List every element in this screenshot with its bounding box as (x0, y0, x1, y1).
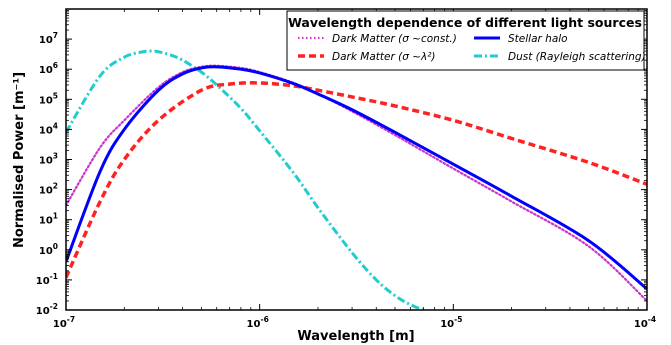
series-line-3 (66, 49, 424, 310)
series-line-1 (66, 81, 647, 279)
legend-label-0: Dark Matter (σ ~const.) (332, 33, 457, 45)
series-layer (66, 49, 647, 310)
x-tick-label-1: 10-6 (247, 315, 269, 330)
legend-title: Wavelength dependence of different light… (288, 15, 642, 30)
y-tick-label-6: 104 (39, 121, 58, 136)
legend-entries: Dark Matter (σ ~const.) Dark Matter (σ ~λ… (298, 33, 646, 63)
y-tick-label-0: 10-2 (36, 302, 58, 317)
y-axis-label: Normalised Power [m⁻¹] (12, 72, 27, 248)
legend-box (286, 10, 645, 71)
y-tick-label-4: 102 (39, 182, 58, 197)
x-axis-label: Wavelength [m] (297, 329, 414, 344)
tick-labels: 10-7 10-6 10-5 10-4 10-2 10-1 100 101 102 103 104 1… (36, 31, 656, 330)
series-line-2 (66, 65, 647, 291)
legend-label-3: Dust (Rayleigh scattering) (508, 51, 646, 63)
x-tick-label-3: 10-4 (634, 315, 656, 330)
x-tick-label-0: 10-7 (53, 315, 75, 330)
legend-label-2: Stellar halo (508, 33, 568, 45)
y-tick-label-8: 106 (39, 61, 58, 76)
y-tick-label-7: 105 (39, 91, 58, 106)
y-tick-label-3: 101 (39, 212, 58, 227)
legend-label-1: Dark Matter (σ ~λ²) (332, 51, 436, 63)
plot-frame (65, 8, 648, 311)
x-tick-label-2: 10-5 (440, 315, 462, 330)
y-tick-label-5: 103 (39, 152, 58, 167)
y-tick-label-2: 100 (39, 242, 58, 257)
legend: Wavelength dependence of different light… (286, 10, 646, 71)
y-tick-label-9: 107 (39, 31, 58, 46)
y-tick-label-1: 10-1 (36, 272, 58, 287)
